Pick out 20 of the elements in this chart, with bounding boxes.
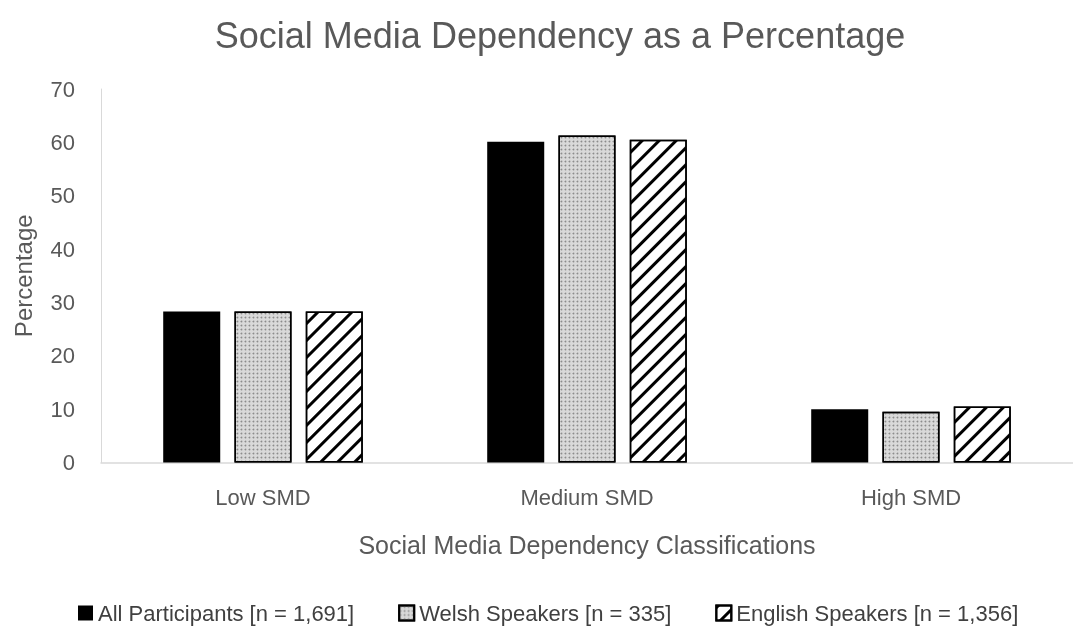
y-tick-label: 30 — [50, 289, 75, 315]
x-tick-label: Medium SMD — [520, 485, 654, 510]
y-tick-label: 40 — [50, 236, 75, 262]
y-tick-label: 20 — [50, 343, 75, 369]
y-tick-label: 50 — [50, 183, 75, 209]
legend-label: All Participants [n = 1,691] — [98, 600, 355, 626]
y-tick-label: 10 — [50, 396, 75, 422]
y-axis-title: Percentage — [9, 214, 37, 338]
x-tick-label: Low SMD — [215, 485, 311, 510]
x-tick-label: High SMD — [860, 485, 962, 510]
y-tick-label: 0 — [62, 450, 75, 475]
legend-label: Welsh Speakers [n = 335] — [419, 600, 672, 626]
x-axis-title: Social Media Dependency Classifications — [358, 531, 816, 559]
bar — [811, 409, 869, 463]
y-tick-label: 70 — [50, 76, 75, 102]
legend-label: English Speakers [n = 1,356] — [736, 600, 1019, 626]
bar — [487, 141, 545, 463]
chart-title: Social Media Dependency as a Percentage — [214, 14, 906, 56]
bar — [163, 311, 221, 463]
y-tick-label: 60 — [50, 129, 75, 155]
